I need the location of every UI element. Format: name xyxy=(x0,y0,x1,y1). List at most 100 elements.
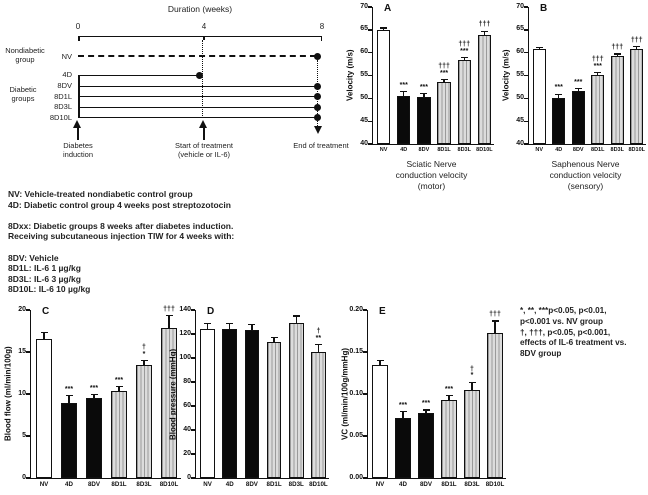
chart-vc: VC (ml/min/100g/mmHg) E 0.20 0.15 0.10 0.05 0.… xyxy=(337,300,509,495)
text-line: †, †††, p<0.05, p<0.001, xyxy=(520,327,611,337)
error-bar xyxy=(425,409,427,414)
chart-blood-flow: Blood flow (ml/min/100g) C 20 15 10 5 0 NV *** 4D… xyxy=(0,300,186,495)
error-bar-cap xyxy=(270,337,278,339)
timeline-title: Duration (weeks) xyxy=(167,4,233,14)
error-bar xyxy=(143,360,145,366)
annotation-line: induction xyxy=(62,150,94,159)
error-bar-cap xyxy=(633,46,641,48)
text-line: 4D: Diabetic control group 4 weeks post … xyxy=(8,199,231,210)
text-line: p<0.001 vs. NV group xyxy=(520,316,604,326)
timeline-line-4d xyxy=(78,75,199,76)
sig-mark: † xyxy=(316,328,321,336)
bar-NV xyxy=(200,329,215,478)
error-bar xyxy=(616,54,618,56)
x-tick-label: 8D10L xyxy=(309,481,328,488)
y-tick-mark xyxy=(368,52,372,54)
x-tick-label: 4D xyxy=(65,481,73,488)
error-bar-cap xyxy=(440,79,448,81)
text-line: 8D3L: IL-6 3 µg/kg xyxy=(8,273,81,284)
error-bar xyxy=(402,411,404,418)
chart-saphenous-velocity: Velocity (m/s) B 70 65 60 55 50 45 40 NV *** 4D *** 8… xyxy=(498,0,648,225)
axis-tick-mark xyxy=(78,36,80,41)
x-tick-label: 8D3L xyxy=(136,481,152,488)
y-tick-label: 65 xyxy=(516,25,524,33)
y-tick-mark xyxy=(524,97,528,100)
label-line: Nondiabetic xyxy=(5,46,45,55)
bar-NV xyxy=(376,30,391,144)
chart-caption: Saphenous Nerve conduction velocity (senso… xyxy=(512,159,648,192)
error-bar xyxy=(423,93,425,98)
bar-8D3L xyxy=(610,55,624,144)
y-tick-mark xyxy=(363,477,367,479)
text-line xyxy=(8,210,342,221)
sig-mark: *** xyxy=(439,69,449,77)
row-label-4d: 4D xyxy=(62,70,72,79)
y-tick-mark xyxy=(524,120,528,122)
text-line xyxy=(8,242,342,253)
text-line: Receiving subcutaneous injection TIW for… xyxy=(8,231,235,242)
significance-marks: *** xyxy=(77,385,111,393)
sig-mark: *** xyxy=(574,78,583,86)
error-bar xyxy=(317,344,319,352)
y-tick-label: 60 xyxy=(516,48,524,56)
error-bar-cap xyxy=(491,320,499,322)
significance-marks: ††† *** xyxy=(581,56,615,71)
error-bar xyxy=(295,316,297,324)
y-tick-label: 45 xyxy=(516,116,524,124)
error-bar xyxy=(43,332,45,339)
sig-mark: *** xyxy=(114,376,124,384)
y-tick-label: 0.15 xyxy=(349,347,363,355)
plot-area xyxy=(30,310,181,479)
x-tick-label: 8D1L xyxy=(111,481,127,488)
significance-marks: ††† xyxy=(478,311,512,319)
error-bar-cap xyxy=(380,27,388,29)
row-label-8d3l: 8D3L xyxy=(54,102,72,111)
bar-8D1L xyxy=(266,342,282,478)
timeline-line-8d10l xyxy=(78,117,316,118)
error-bar-cap xyxy=(314,344,322,346)
significance-marks: *** xyxy=(542,85,576,92)
y-tick-mark xyxy=(524,6,528,8)
error-bar xyxy=(443,79,445,83)
error-bar-cap xyxy=(140,359,148,361)
y-tick-label: 5 xyxy=(22,431,26,439)
y-tick-mark xyxy=(524,143,528,145)
significance-marks: ††† xyxy=(152,306,186,314)
y-tick-mark xyxy=(368,120,372,122)
sig-mark: ††† xyxy=(489,311,501,319)
bar-8DV xyxy=(417,97,431,144)
x-tick-label: 8D1L xyxy=(266,481,282,488)
x-tick-label: 8DV xyxy=(418,147,430,153)
text-line: 8D10L: IL-6 10 µg/kg xyxy=(8,284,91,295)
bar-4D xyxy=(60,403,78,478)
y-tick-mark xyxy=(363,393,367,395)
x-tick-label: 8DV xyxy=(419,481,433,488)
x-tick-label: 8D10L xyxy=(476,147,493,153)
y-tick-mark xyxy=(191,333,195,335)
error-bar xyxy=(577,88,579,92)
y-tick-label: 55 xyxy=(360,71,368,78)
y-tick-label: 0.20 xyxy=(349,305,363,313)
bar-4D xyxy=(397,96,411,144)
y-tick-label: 0 xyxy=(187,473,191,481)
bar-8D10L xyxy=(160,327,178,478)
error-bar-cap xyxy=(535,46,543,48)
y-tick-label: 0.00 xyxy=(349,473,363,481)
end-annotation: End of treatment xyxy=(293,141,349,150)
timeline-line-8d1l xyxy=(78,96,316,97)
sig-mark: ††† xyxy=(611,44,624,52)
sig-mark: *** xyxy=(593,62,602,70)
sig-mark: ††† xyxy=(438,63,450,70)
y-tick-label: 40 xyxy=(183,425,191,433)
text-line: NV: Vehicle-treated nondiabetic control … xyxy=(8,189,193,199)
significance-marks: *** xyxy=(432,386,466,394)
bar-4D xyxy=(222,329,238,478)
y-tick-mark xyxy=(368,74,372,77)
y-tick-mark xyxy=(368,143,372,145)
y-tick-mark xyxy=(26,351,30,353)
x-tick-label: 4D xyxy=(400,147,408,153)
y-tick-label: 40 xyxy=(360,139,368,147)
chart-blood-pressure: Blood pressure (mmHg) D 140 120 100 80 60 40 20 0… xyxy=(165,300,333,495)
x-tick-label: NV xyxy=(39,481,49,488)
